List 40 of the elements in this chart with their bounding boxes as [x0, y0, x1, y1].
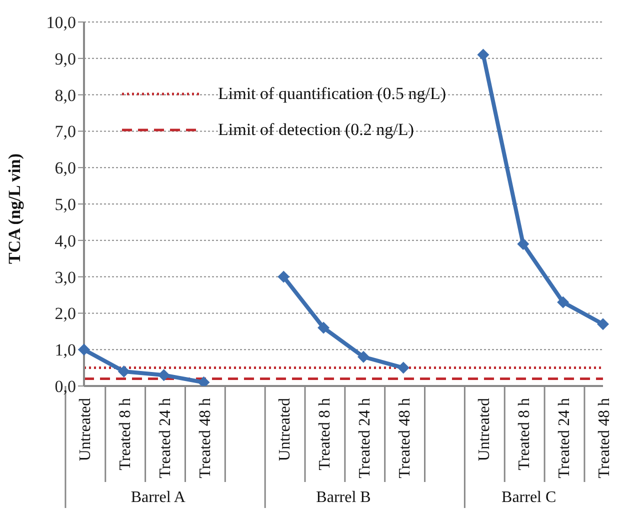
point	[357, 350, 370, 363]
y-tick-label: 10,0	[46, 13, 76, 32]
point	[158, 369, 170, 382]
text: Barrel C	[502, 489, 556, 506]
y-tick-label: 2,0	[54, 304, 76, 324]
point	[278, 270, 290, 283]
text: Barrel B	[316, 489, 371, 506]
x-tick-label: Treated 8 h	[316, 398, 334, 470]
point	[118, 365, 130, 378]
legend-label: Limit of detection (0.2 ng/L)	[218, 120, 414, 140]
x-tick-label: Treated 24 h	[356, 398, 374, 478]
point	[397, 362, 410, 374]
point	[557, 296, 570, 308]
x-tick-label: Untreated	[77, 398, 94, 462]
point	[477, 48, 490, 61]
x-tick-label: Treated 8 h	[116, 398, 134, 470]
point	[78, 344, 90, 356]
y-tick-label: 4,0	[54, 231, 76, 250]
y-tick-label: 7,0	[54, 122, 76, 142]
y-tick-label: 5,0	[54, 195, 76, 214]
point	[597, 318, 609, 330]
x-tick-label: Treated 48 h	[196, 398, 214, 478]
y-tick-label: 3,0	[54, 268, 76, 287]
legend-label: Limit of quantification (0.5 ng/L)	[218, 84, 446, 104]
y-tick-label: 8,0	[54, 86, 76, 105]
x-tick-label: Treated 24 h	[156, 398, 174, 478]
y-tick-label: 6,0	[54, 158, 76, 178]
y-axis-title: TCA (ng/L vin)	[5, 153, 24, 264]
x-tick-label: Untreated	[476, 398, 494, 462]
x-tick-label: Treated 8 h	[516, 398, 534, 470]
x-tick-label: Treated 24 h	[556, 398, 574, 478]
x-tick-label: Untreated	[276, 398, 294, 462]
y-tick-label: 9,0	[54, 49, 76, 68]
y-tick-label: 1,0	[54, 340, 76, 360]
text: Barrel A	[130, 489, 186, 506]
x-tick-label: Treated 48 h	[396, 398, 414, 478]
point	[318, 322, 330, 334]
y-tick-label: 0,0	[54, 377, 76, 396]
point	[517, 238, 530, 250]
x-tick-label: Treated 48 h	[596, 398, 613, 478]
